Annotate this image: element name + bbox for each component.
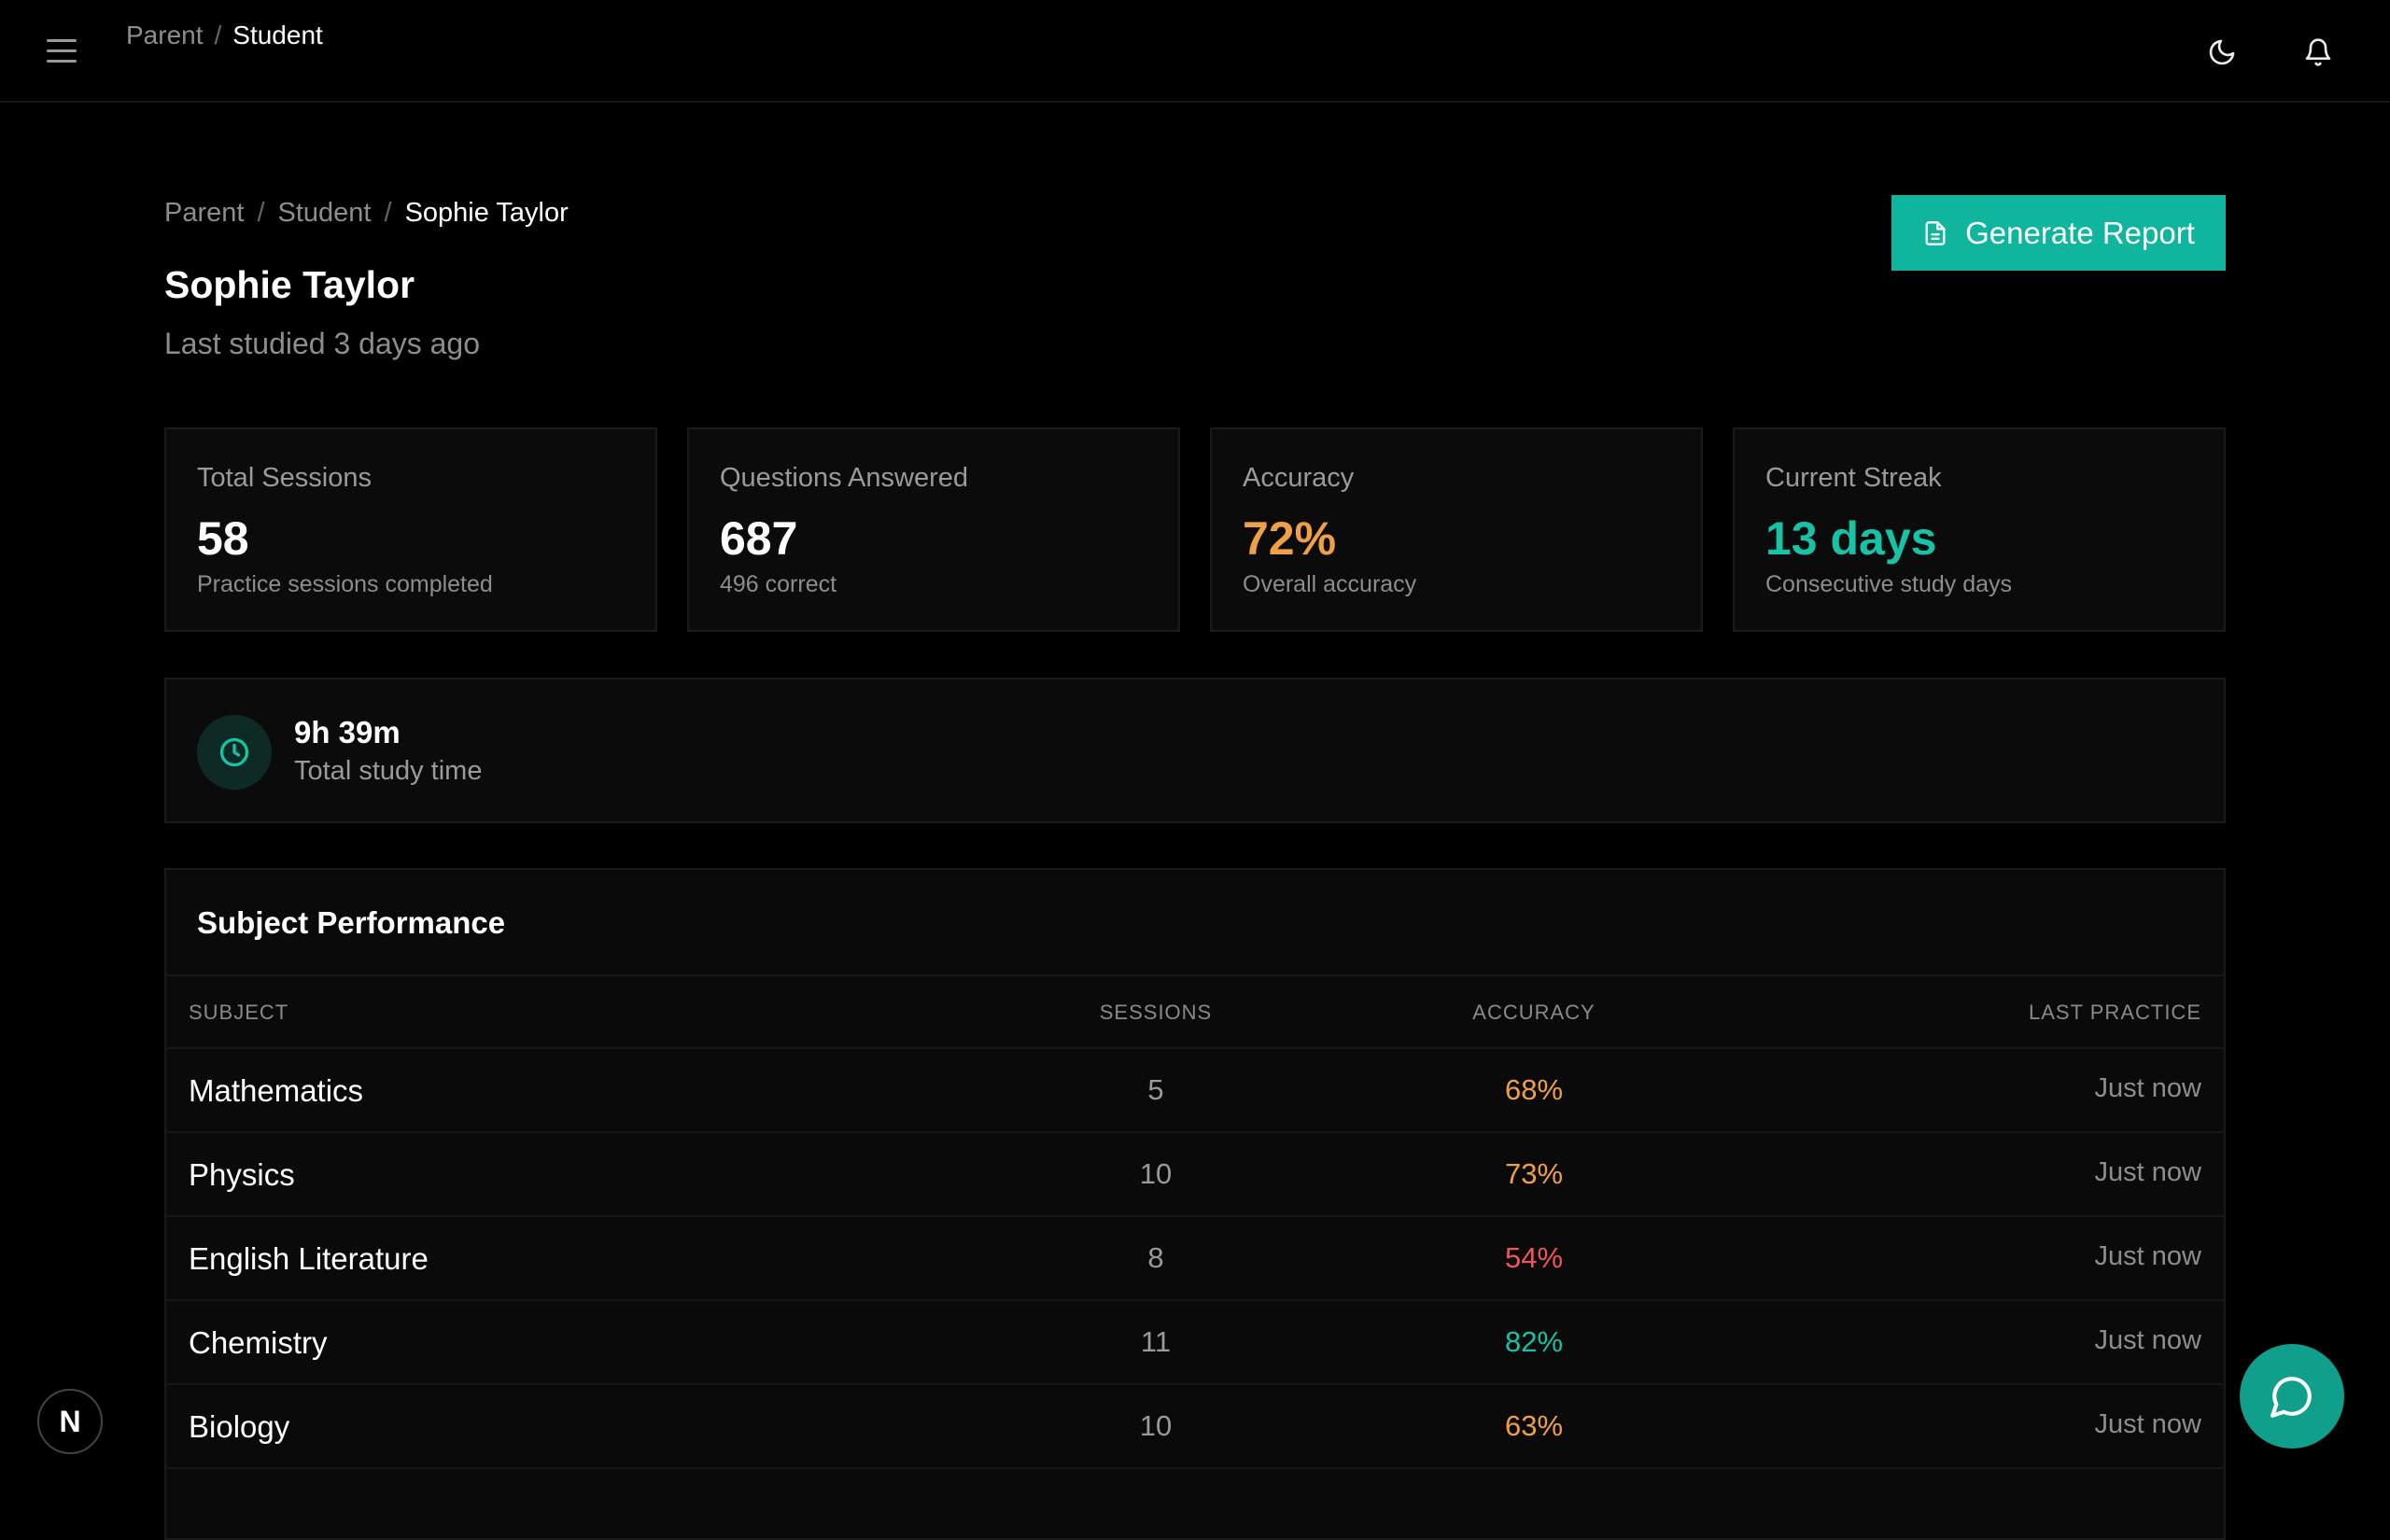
table-row[interactable]: Biology 10 63% Just now xyxy=(166,1385,2224,1469)
subject-last-practice: Just now xyxy=(2094,1157,2201,1187)
table-header: SUBJECT SESSIONS ACCURACY LAST PRACTICE xyxy=(166,974,2224,1049)
study-time-label: Total study time xyxy=(294,756,483,786)
subject-last-practice: Just now xyxy=(2094,1409,2201,1439)
generate-report-label: Generate Report xyxy=(1965,215,2195,250)
stat-value: 58 xyxy=(197,512,249,565)
subject-last-practice: Just now xyxy=(2094,1073,2201,1103)
column-header-sessions[interactable]: SESSIONS xyxy=(1099,1001,1213,1024)
top-breadcrumb: Parent / Student xyxy=(126,21,323,50)
column-header-last-practice[interactable]: LAST PRACTICE xyxy=(2029,1001,2201,1024)
stat-card-accuracy: Accuracy 72% Overall accuracy xyxy=(1210,427,1703,632)
subject-name: Mathematics xyxy=(189,1073,364,1108)
stat-card-questions-answered: Questions Answered 687 496 correct xyxy=(687,427,1180,632)
subject-name: English Literature xyxy=(189,1241,429,1276)
subject-name: Biology xyxy=(189,1409,290,1444)
page-title: Sophie Taylor xyxy=(164,263,415,306)
section-title: Subject Performance xyxy=(197,905,506,940)
stat-label: Accuracy xyxy=(1243,463,1355,493)
subject-performance-card: Subject Performance SUBJECT SESSIONS ACC… xyxy=(164,868,2226,1540)
subject-sessions: 8 xyxy=(1147,1241,1164,1274)
breadcrumb-student[interactable]: Student xyxy=(277,198,372,228)
stat-desc: Overall accuracy xyxy=(1243,571,1417,597)
breadcrumb-parent[interactable]: Parent xyxy=(164,198,245,228)
subject-sessions: 10 xyxy=(1139,1409,1173,1442)
breadcrumb-current: Sophie Taylor xyxy=(404,198,569,228)
stat-value: 687 xyxy=(720,512,798,565)
column-header-subject[interactable]: SUBJECT xyxy=(189,1001,289,1024)
subject-sessions: 10 xyxy=(1139,1157,1173,1190)
breadcrumb-separator: / xyxy=(214,21,222,49)
menu-icon[interactable] xyxy=(47,37,78,65)
table-row[interactable]: English Literature 8 54% Just now xyxy=(166,1217,2224,1301)
top-bar: Parent / Student xyxy=(0,0,2390,103)
subject-accuracy: 82% xyxy=(1504,1325,1564,1358)
clock-icon xyxy=(197,715,272,790)
stat-label: Total Sessions xyxy=(197,463,372,493)
column-header-accuracy[interactable]: ACCURACY xyxy=(1472,1001,1596,1024)
subject-name: Chemistry xyxy=(189,1325,328,1360)
stat-card-current-streak: Current Streak 13 days Consecutive study… xyxy=(1733,427,2226,632)
stat-card-total-sessions: Total Sessions 58 Practice sessions comp… xyxy=(164,427,657,632)
breadcrumb-separator: / xyxy=(257,198,265,228)
stat-desc: 496 correct xyxy=(720,571,837,597)
document-icon xyxy=(1925,220,1946,245)
study-time-card: 9h 39m Total study time xyxy=(164,678,2226,823)
stat-desc: Consecutive study days xyxy=(1765,571,2013,597)
subject-last-practice: Just now xyxy=(2094,1325,2201,1355)
stat-value: 13 days xyxy=(1765,512,1937,565)
top-breadcrumb-parent[interactable]: Parent xyxy=(126,21,204,49)
breadcrumb-separator: / xyxy=(384,198,392,228)
chat-bubble-icon[interactable] xyxy=(2240,1344,2344,1449)
stat-desc: Practice sessions completed xyxy=(197,571,493,597)
stat-label: Current Streak xyxy=(1765,463,1942,493)
generate-report-button[interactable]: Generate Report xyxy=(1891,195,2226,271)
subject-last-practice: Just now xyxy=(2094,1241,2201,1271)
stat-label: Questions Answered xyxy=(720,463,968,493)
stat-value: 72% xyxy=(1243,512,1337,565)
page-subtitle: Last studied 3 days ago xyxy=(164,327,481,360)
subject-sessions: 11 xyxy=(1140,1325,1172,1358)
subject-accuracy: 68% xyxy=(1504,1073,1564,1106)
subject-accuracy: 54% xyxy=(1504,1241,1564,1274)
subject-name: Physics xyxy=(189,1157,295,1192)
breadcrumb: Parent / Student / Sophie Taylor xyxy=(164,198,569,229)
table-row[interactable]: Physics 10 73% Just now xyxy=(166,1133,2224,1217)
table-row[interactable]: Mathematics 5 68% Just now xyxy=(166,1049,2224,1133)
subject-sessions: 5 xyxy=(1147,1073,1164,1106)
n-logo-badge[interactable]: N xyxy=(37,1389,103,1454)
study-time-value: 9h 39m xyxy=(294,715,401,749)
top-breadcrumb-student[interactable]: Student xyxy=(232,21,323,49)
table-row[interactable]: Chemistry 11 82% Just now xyxy=(166,1301,2224,1385)
subject-accuracy: 63% xyxy=(1504,1409,1564,1442)
bell-icon[interactable] xyxy=(2299,34,2337,71)
moon-icon[interactable] xyxy=(2203,34,2241,71)
subject-accuracy: 73% xyxy=(1504,1157,1564,1190)
